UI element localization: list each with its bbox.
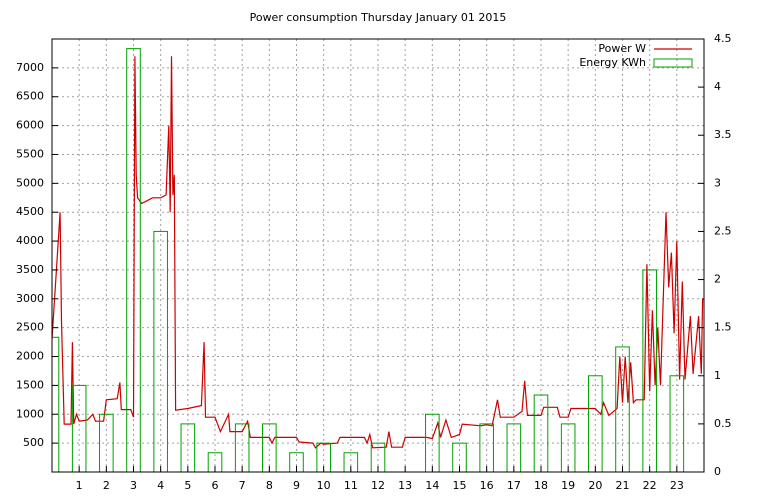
energy-bar [52,336,60,472]
energy-bar [99,413,114,472]
x-tick-label: 15 [453,479,467,492]
y2-tick-label: 4 [714,80,721,93]
x-tick-label: 8 [266,479,273,492]
y-tick-label: 3500 [16,263,44,276]
y-tick-label: 7000 [16,61,44,74]
y-tick-label: 500 [23,436,44,449]
x-tick-label: 23 [670,479,684,492]
x-tick-label: 6 [212,479,219,492]
legend-swatch [653,58,693,68]
x-tick-label: 22 [643,479,657,492]
legend-label: Power W [598,42,646,55]
y2-tick-label: 3 [714,176,721,189]
y-tick-label: 6000 [16,119,44,132]
y2-tick-label: 3.5 [714,128,732,141]
x-tick-label: 20 [588,479,602,492]
y-tick-label: 1000 [16,407,44,420]
x-tick-label: 21 [616,479,630,492]
y-tick-label: 6500 [16,90,44,103]
x-tick-label: 1 [76,479,83,492]
y2-tick-label: 4.5 [714,32,732,45]
x-tick-label: 10 [317,479,331,492]
y-tick-label: 2000 [16,350,44,363]
x-tick-label: 7 [239,479,246,492]
plot-data [52,48,704,472]
x-tick-label: 3 [130,479,137,492]
energy-bar [153,230,168,472]
y2-tick-label: 2 [714,273,721,286]
y-tick-label: 3000 [16,292,44,305]
x-tick-label: 11 [344,479,358,492]
y2-tick-label: 2.5 [714,224,732,237]
x-tick-label: 12 [371,479,385,492]
grid [52,39,704,472]
y2-tick-label: 0 [714,465,721,478]
y2-tick-label: 1 [714,369,721,382]
x-tick-label: 2 [103,479,110,492]
y-tick-label: 2500 [16,321,44,334]
chart-title: Power consumption Thursday January 01 20… [250,11,507,24]
legend-label: Energy KWh [579,56,646,69]
y-tick-label: 4000 [16,234,44,247]
y-tick-label: 5500 [16,147,44,160]
x-tick-label: 16 [480,479,494,492]
x-tick-label: 9 [293,479,300,492]
y2-tick-label: 0.5 [714,417,732,430]
x-tick-label: 5 [184,479,191,492]
y2-tick-label: 1.5 [714,321,732,334]
x-tick-label: 14 [425,479,439,492]
y-tick-label: 5000 [16,176,44,189]
y-tick-label: 1500 [16,378,44,391]
x-tick-label: 17 [507,479,521,492]
y-tick-label: 4500 [16,205,44,218]
x-tick-label: 13 [398,479,412,492]
x-tick-label: 18 [534,479,548,492]
energy-bar [126,48,141,472]
x-tick-label: 4 [157,479,164,492]
power-line [52,56,704,449]
axes: 1 2 3 4 5 6 7 8 9 10 11 12 13 14 15 16 17 18 19 20 21 22 23500… [16,32,732,492]
x-tick-label: 19 [561,479,575,492]
